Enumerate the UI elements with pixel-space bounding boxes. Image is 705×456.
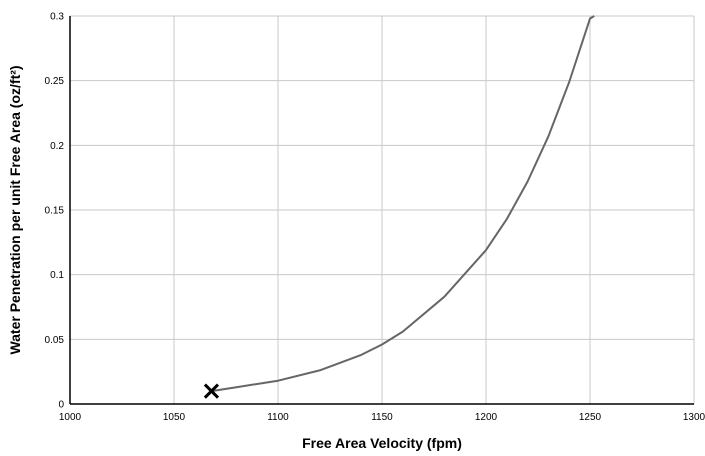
- x-tick-label: 1250: [579, 412, 602, 423]
- y-tick-label: 0.25: [45, 76, 65, 87]
- x-axis-title: Free Area Velocity (fpm): [302, 435, 462, 451]
- x-tick-label: 1150: [371, 412, 393, 423]
- x-marker-icon: [203, 383, 220, 399]
- x-tick-label: 1000: [59, 412, 82, 423]
- y-tick-label: 0: [58, 400, 64, 411]
- y-tick-label: 0.05: [45, 335, 65, 346]
- y-tick-label: 0.1: [50, 270, 64, 281]
- y-tick-label: 0.15: [45, 206, 65, 217]
- y-tick-labels: 0 0.05 0.1 0.15 0.2 0.25 0.3: [45, 12, 65, 411]
- x-tick-label: 1100: [267, 412, 289, 423]
- y-axis-title: Water Penetration per unit Free Area (oz…: [7, 65, 23, 354]
- y-tick-label: 0.2: [50, 141, 64, 152]
- axes: [69, 16, 694, 405]
- marker-group: [203, 383, 220, 399]
- gridlines: [70, 15, 695, 404]
- series-group: [211, 15, 595, 393]
- x-tick-label: 1200: [475, 412, 498, 423]
- x-tick-labels: 1000 1050 1100 1150 1200 1250 1300: [59, 412, 705, 423]
- x-tick-label: 1050: [163, 412, 186, 423]
- series-line: [211, 15, 595, 393]
- x-tick-label: 1300: [683, 412, 705, 423]
- y-tick-label: 0.3: [50, 12, 64, 23]
